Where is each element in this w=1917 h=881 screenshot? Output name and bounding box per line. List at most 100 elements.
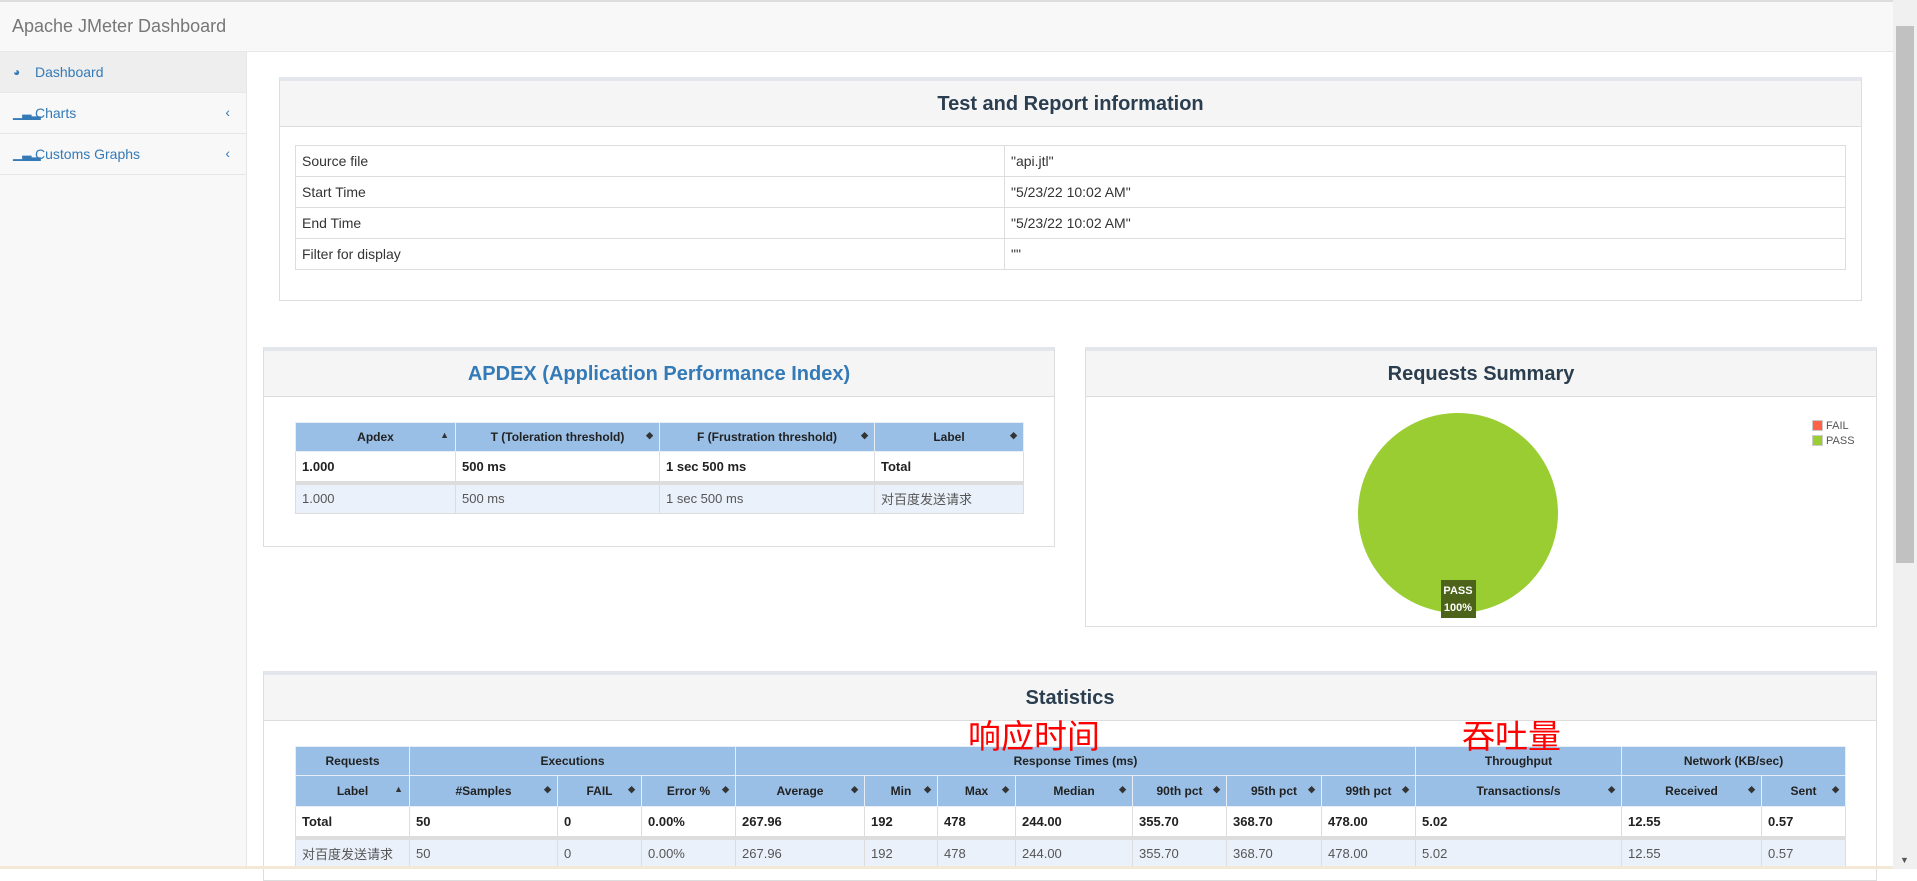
table-cell: 对百度发送请求: [874, 482, 1024, 514]
panel-title: Test and Report information: [280, 81, 1861, 127]
chart-legend: FAIL PASS: [1812, 418, 1855, 448]
column-header-label: 99th pct: [1345, 784, 1392, 798]
column-header[interactable]: Max ◆: [937, 775, 1017, 807]
table-cell: 1 sec 500 ms: [659, 451, 875, 485]
info-value: "": [1004, 238, 1846, 270]
sort-icon: ◆: [1748, 784, 1756, 794]
column-header[interactable]: 95th pct ◆: [1226, 775, 1323, 807]
legend-item[interactable]: FAIL: [1812, 418, 1855, 433]
table-row: Total 50 0 0.00% 267.96 192 478 244.00 355.70 368…: [295, 806, 1847, 840]
info-row: Start Time "5/23/22 10:02 AM": [295, 176, 1846, 208]
slice-label: 100%: [1444, 602, 1472, 614]
apdex-panel: APDEX (Application Performance Index) Ap…: [263, 347, 1055, 547]
table-cell: 355.70: [1132, 806, 1228, 840]
column-header[interactable]: Min ◆: [864, 775, 939, 807]
sidebar-item-dashboard[interactable]: ◕ Dashboard: [0, 52, 246, 93]
sort-icon: ◆: [646, 430, 653, 440]
table-cell: 478: [937, 806, 1017, 840]
scrollbar-thumb[interactable]: [1896, 26, 1914, 563]
table-cell: 0: [557, 806, 642, 840]
column-header[interactable]: Label ▲: [295, 775, 410, 807]
table-cell: Total: [874, 451, 1024, 485]
table-cell: 267.96: [735, 806, 866, 840]
sort-icon: ◆: [861, 430, 868, 440]
column-header[interactable]: Median ◆: [1015, 775, 1134, 807]
column-header-label: Label: [336, 784, 369, 798]
info-label: Source file: [295, 145, 1005, 177]
info-value: "5/23/22 10:02 AM": [1004, 207, 1846, 239]
table-cell: 500 ms: [455, 482, 660, 514]
column-header-label: Transactions/s: [1476, 784, 1561, 798]
info-row: End Time "5/23/22 10:02 AM": [295, 207, 1846, 239]
info-value: "5/23/22 10:02 AM": [1004, 176, 1846, 208]
legend-swatch: [1812, 420, 1823, 431]
sort-icon: ◆: [924, 784, 932, 794]
table-cell: 368.70: [1226, 806, 1323, 840]
test-report-panel: Test and Report information Source file "…: [279, 77, 1862, 301]
column-group-header: Network (KB/sec): [1621, 746, 1847, 776]
column-header[interactable]: FAIL ◆: [557, 775, 642, 807]
column-header-label: Label: [933, 430, 965, 444]
table-row: 1.000 500 ms 1 sec 500 ms Total: [295, 451, 1024, 485]
panel-title: APDEX (Application Performance Index): [264, 351, 1054, 397]
column-header-label: 90th pct: [1156, 784, 1203, 798]
annotation-response-time: 响应时间: [968, 718, 1100, 755]
sort-icon: ◆: [851, 784, 859, 794]
column-header-label: Max: [964, 784, 989, 798]
sidebar: ◕ Dashboard ▁▃▂ Charts ‹ ▁▃▂ Customs Graphs ‹: [0, 52, 247, 869]
column-header[interactable]: F (Frustration threshold) ◆: [659, 422, 875, 452]
info-value: "api.jtl": [1004, 145, 1846, 177]
column-header[interactable]: #Samples ◆: [409, 775, 558, 807]
sort-asc-icon: ▲: [440, 430, 449, 440]
apdex-table: Apdex ▲ T (Toleration threshold) ◆ F (Frustr…: [295, 422, 1024, 514]
column-header[interactable]: T (Toleration threshold) ◆: [455, 422, 660, 452]
table-cell: 478.00: [1321, 806, 1417, 840]
slice-label: PASS: [1443, 585, 1472, 597]
pie-chart: PASS 100%: [1358, 413, 1558, 618]
column-header[interactable]: Label ◆: [874, 422, 1024, 452]
slice-label-box: [1441, 580, 1476, 618]
info-label: End Time: [295, 207, 1005, 239]
column-header-label: Average: [776, 784, 824, 798]
sidebar-item-label: Dashboard: [35, 64, 104, 80]
legend-label: FAIL: [1826, 419, 1849, 432]
table-cell: 355.70: [1132, 837, 1228, 869]
table-cell: 12.55: [1621, 837, 1763, 869]
column-header[interactable]: Received ◆: [1621, 775, 1763, 807]
column-header[interactable]: Transactions/s ◆: [1415, 775, 1623, 807]
column-header-label: 95th pct: [1251, 784, 1298, 798]
column-header[interactable]: Error % ◆: [640, 775, 737, 807]
column-header[interactable]: Apdex ▲: [295, 422, 456, 452]
sort-icon: ◆: [1308, 784, 1316, 794]
table-cell: 267.96: [735, 837, 866, 869]
vertical-scrollbar[interactable]: ▼: [1893, 0, 1917, 869]
column-header[interactable]: 90th pct ◆: [1132, 775, 1228, 807]
statistics-panel: Statistics Requests Executions Response Ti…: [263, 671, 1877, 881]
column-header-label: #Samples: [455, 784, 512, 798]
info-row: Filter for display "": [295, 238, 1846, 270]
table-cell: 50: [409, 837, 558, 869]
scroll-down-icon[interactable]: ▼: [1900, 855, 1909, 865]
sidebar-item-charts[interactable]: ▁▃▂ Charts ‹: [0, 93, 246, 134]
column-header[interactable]: Average ◆: [735, 775, 866, 807]
sidebar-item-customs-graphs[interactable]: ▁▃▂ Customs Graphs ‹: [0, 134, 246, 175]
sort-icon: ◆: [1010, 430, 1017, 440]
table-cell: 12.55: [1621, 806, 1763, 840]
table-cell: Total: [295, 806, 410, 840]
chevron-left-icon: ‹: [225, 145, 230, 161]
table-cell: 50: [409, 806, 558, 840]
app-title[interactable]: Apache JMeter Dashboard: [12, 16, 227, 36]
chevron-left-icon: ‹: [225, 104, 230, 120]
table-cell: 368.70: [1226, 837, 1323, 869]
column-header-label: FAIL: [586, 784, 613, 798]
panel-title: Requests Summary: [1086, 351, 1876, 397]
table-cell: 244.00: [1015, 837, 1134, 869]
column-header-label: T (Toleration threshold): [490, 430, 625, 444]
table-cell: 244.00: [1015, 806, 1134, 840]
column-header[interactable]: 99th pct ◆: [1321, 775, 1417, 807]
pie-slice-pass[interactable]: [1358, 413, 1558, 613]
table-cell: 1 sec 500 ms: [659, 482, 875, 514]
legend-item[interactable]: PASS: [1812, 433, 1855, 448]
statistics-table: Requests Executions Response Times (ms) Thr…: [295, 746, 1847, 869]
column-header[interactable]: Sent ◆: [1761, 775, 1847, 807]
